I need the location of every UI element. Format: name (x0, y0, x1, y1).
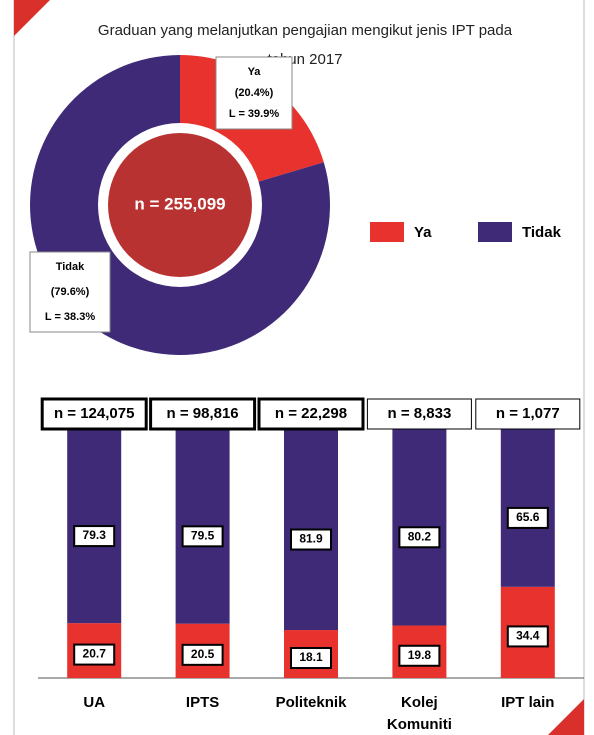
value-label-box (181, 525, 224, 548)
n-label-box (475, 398, 581, 430)
callout-category: Tidak (56, 261, 85, 273)
n-label: n = 1,077 (496, 405, 560, 422)
value-label-box (73, 525, 116, 548)
bar-segment (284, 413, 338, 631)
value-label: 79.5 (191, 529, 215, 543)
x-tick-label: UA (83, 694, 105, 711)
legend-swatch (478, 222, 512, 242)
x-tick-label: IPTS (186, 694, 219, 711)
n-label-box (40, 397, 148, 431)
value-label: 65.6 (516, 510, 540, 524)
value-label-box (181, 643, 224, 666)
callout-annotation: L = 38.3% (45, 311, 95, 323)
value-label-box (290, 647, 332, 670)
callout-box (29, 251, 111, 333)
callout-annotation: L = 39.9% (229, 108, 279, 120)
callout-value: (20.4%) (235, 87, 274, 99)
legend-swatch (370, 222, 404, 242)
callout-category: Ya (248, 66, 262, 78)
bar-segment (67, 413, 122, 624)
value-label: 79.3 (83, 528, 107, 542)
value-label-box (398, 526, 441, 549)
chart-title: Graduan yang melanjutkan pengajian mengi… (98, 22, 513, 68)
value-label: 81.9 (299, 532, 323, 546)
n-label-box (149, 397, 257, 431)
value-label-box (506, 506, 549, 529)
title-line: Graduan yang melanjutkan pengajian mengi… (98, 22, 513, 39)
corner-decoration (14, 0, 50, 36)
value-label-box (290, 528, 332, 551)
n-label: n = 98,816 (167, 405, 239, 422)
bar-segment (500, 413, 555, 587)
donut-center (108, 133, 252, 277)
value-label-box (398, 644, 441, 667)
center-label: n = 255,099 (134, 194, 225, 213)
n-label: n = 124,075 (54, 405, 134, 422)
bar-segment (175, 413, 230, 624)
legend-label: Tidak (522, 224, 562, 241)
n-label-box (257, 397, 365, 431)
donut-chart: Graduan yang melanjutkan pengajian mengi… (29, 22, 562, 356)
tick-line: Komuniti (387, 716, 452, 733)
value-label: 20.5 (191, 647, 215, 661)
value-label: 18.1 (299, 650, 323, 664)
tick-line: Kolej (401, 694, 438, 711)
x-tick-label: Kolej Komuniti (387, 694, 452, 733)
value-label-box (506, 625, 549, 648)
x-tick-label: IPT lain (501, 694, 554, 711)
value-label: 20.7 (83, 647, 107, 661)
n-label: n = 8,833 (388, 405, 452, 422)
callout-value: (79.6%) (51, 286, 90, 298)
legend-label: Ya (414, 224, 432, 241)
corner-decoration (548, 699, 584, 735)
n-label-box (366, 398, 472, 430)
value-label-box (73, 643, 116, 666)
bar-segment (392, 413, 447, 626)
bar-chart: 20.7 79.3 n = 124,075 UA 20.5 79.5 n = 98,816 I… (38, 397, 584, 733)
callout-box (215, 56, 293, 130)
n-label: n = 22,298 (275, 405, 347, 422)
value-label: 19.8 (408, 648, 432, 662)
value-label: 34.4 (516, 629, 540, 643)
x-tick-label: Politeknik (276, 694, 348, 711)
value-label: 80.2 (408, 529, 432, 543)
